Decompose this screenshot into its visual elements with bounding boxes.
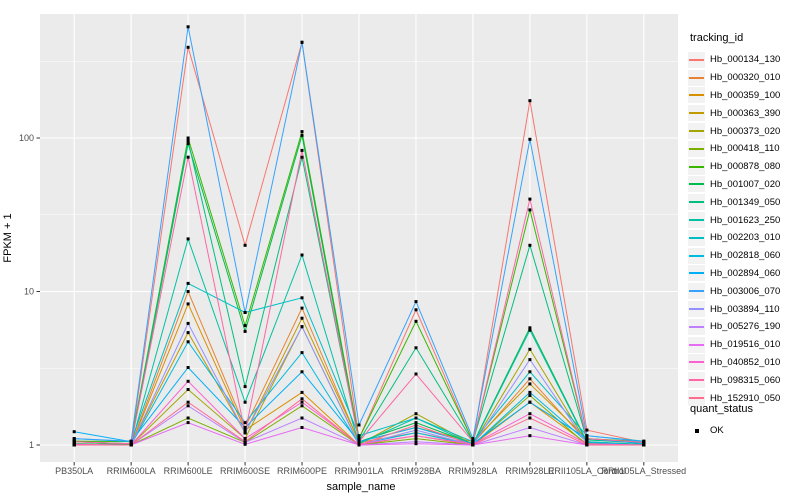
legend-key-line-icon (688, 69, 705, 86)
legend-item-ok: OK (688, 422, 753, 440)
legend-key-line-icon (688, 372, 705, 389)
x-tick-label: RRII105LA_Control (548, 466, 626, 476)
legend-item: Hb_002818_060 (688, 247, 800, 265)
legend-item: Hb_000878_080 (688, 158, 800, 176)
x-tick-label: RRIM901LA (334, 466, 383, 476)
legend-key-line-icon (688, 301, 705, 318)
legend-label: Hb_000134_130 (710, 54, 781, 66)
x-tick-label: RRIM600SE (220, 466, 270, 476)
legend-item: Hb_098315_060 (688, 371, 800, 389)
legend-key-line-icon (688, 318, 705, 335)
legend-label: Hb_000359_100 (710, 89, 781, 101)
y-tick-label: 100 (19, 133, 34, 143)
legend-key-line-icon (688, 354, 705, 371)
x-tick-label: RRII105LA_Stressed (602, 466, 687, 476)
legend-key-line-icon (688, 51, 705, 68)
legend-key-line-icon (688, 336, 705, 353)
legend-key-line-icon (688, 212, 705, 229)
y-tick-label: 1 (29, 440, 34, 450)
axes: 1 10 100 PB350LA RRIM600LA RRIM600LE RRIM600SE… (19, 133, 686, 476)
legend-label: OK (710, 425, 724, 437)
legend-label: Hb_000418_110 (710, 143, 780, 155)
x-tick-label: RRIM600PE (277, 466, 327, 476)
legend-quant-title: quant_status (690, 403, 753, 415)
legend-tracking-id: tracking_id Hb_000134_130 Hb_000320_010 Hb… (688, 32, 800, 407)
legend-label: Hb_003894_110 (710, 303, 780, 315)
data-points (72, 25, 646, 447)
legend-title: tracking_id (690, 32, 744, 44)
y-axis-title: FPKM + 1 (2, 213, 14, 263)
legend-item: Hb_040852_010 (688, 354, 800, 372)
legend-item: Hb_019516_010 (688, 336, 800, 354)
legend-key-line-icon (688, 140, 705, 157)
legend-key-line-icon (688, 105, 705, 122)
legend-item: Hb_002203_010 (688, 229, 800, 247)
legend-item-list: Hb_000134_130 Hb_000320_010 Hb_000359_100 H… (688, 51, 800, 407)
legend-label: Hb_001349_050 (710, 196, 781, 208)
legend-label: Hb_001007_020 (710, 178, 781, 190)
legend-label: Hb_002203_010 (710, 232, 781, 244)
x-tick-label: RRIM928LA (448, 466, 497, 476)
x-tick-label: RRIM928LE (505, 466, 554, 476)
legend-label: Hb_000320_010 (710, 72, 781, 84)
legend-key-line-icon (688, 176, 705, 193)
ok-square-icon (688, 423, 705, 439)
legend-label: Hb_003006_070 (710, 285, 781, 297)
legend-item: Hb_005276_190 (688, 318, 800, 336)
legend-item: Hb_000373_020 (688, 122, 800, 140)
y-tick-label: 10 (24, 287, 34, 297)
x-axis-title: sample_name (326, 481, 396, 493)
legend-item: Hb_003894_110 (688, 300, 800, 318)
legend-item: Hb_001349_050 (688, 193, 800, 211)
legend-item: Hb_000320_010 (688, 69, 800, 87)
legend-label: Hb_000363_390 (710, 107, 781, 119)
legend-key-line-icon (688, 283, 705, 300)
legend-label: Hb_002894_060 (710, 267, 781, 279)
x-tick-label: RRIM928BA (391, 466, 441, 476)
legend-item: Hb_152910_050 (688, 389, 800, 407)
legend-label: Hb_005276_190 (710, 321, 781, 333)
legend-item: Hb_000418_110 (688, 140, 800, 158)
legend-item: Hb_001623_250 (688, 211, 800, 229)
legend-label: Hb_000373_020 (710, 125, 781, 137)
legend-label: Hb_019516_010 (710, 339, 781, 351)
legend-label: Hb_000878_080 (710, 161, 781, 173)
legend-key-line-icon (688, 265, 705, 282)
legend-key-line-icon (688, 194, 705, 211)
legend-label: Hb_001623_250 (710, 214, 781, 226)
legend-label: Hb_040852_010 (710, 356, 781, 368)
legend-key-line-icon (688, 158, 705, 175)
legend-key-line-icon (688, 123, 705, 140)
legend-item: Hb_000134_130 (688, 51, 800, 69)
legend-item: Hb_000363_390 (688, 104, 800, 122)
legend-label: Hb_098315_060 (710, 374, 781, 386)
legend-quant-status: quant_status OK (688, 403, 753, 440)
legend-item: Hb_002894_060 (688, 265, 800, 283)
legend-item: Hb_003006_070 (688, 282, 800, 300)
legend-label: Hb_152910_050 (710, 392, 781, 404)
legend-key-line-icon (688, 390, 705, 407)
legend-key-line-icon (688, 247, 705, 264)
x-tick-label: PB350LA (55, 466, 93, 476)
x-tick-label: RRIM600LA (107, 466, 156, 476)
x-tick-label: RRIM600LE (164, 466, 213, 476)
legend-item: Hb_001007_020 (688, 176, 800, 194)
legend-key-line-icon (688, 229, 705, 246)
legend-label: Hb_002818_060 (710, 250, 781, 262)
legend-key-line-icon (688, 87, 705, 104)
legend-item: Hb_000359_100 (688, 87, 800, 105)
